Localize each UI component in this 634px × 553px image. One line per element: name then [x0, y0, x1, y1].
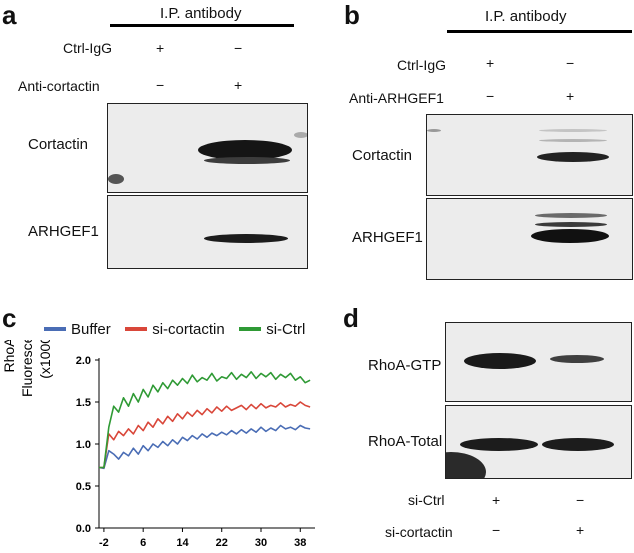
legend-si-cortactin-swatch	[125, 327, 148, 331]
y-tick-label: 1.5	[76, 397, 91, 409]
x-tick-label: 30	[255, 537, 267, 549]
panel-a-anti-cortactin-label: Anti-cortactin	[18, 78, 100, 94]
panel-b-blot2-label: ARHGEF1	[352, 229, 423, 246]
panel-d-rhoa-gtp-blot	[445, 322, 632, 402]
legend-si-ctrl-swatch	[239, 327, 262, 331]
panel-b-header-bar	[447, 30, 632, 33]
legend-si-cortactin: si-cortactin	[125, 321, 225, 338]
panel-d-blot1-label: RhoA-GTP	[368, 357, 442, 374]
cortactin-band	[537, 152, 609, 162]
x-tick-label: 38	[294, 537, 306, 549]
legend-buffer: Buffer	[44, 321, 111, 338]
legend-si-cortactin-label: si-cortactin	[152, 320, 225, 338]
y-axis-title: RhoA Fluorescence (x1000)	[1, 340, 53, 397]
panel-b-ctrl-igg-sign-1: +	[486, 55, 495, 71]
panel-b-anti-arhgef1-sign-2: +	[566, 88, 575, 104]
legend-si-ctrl: si-Ctrl	[239, 321, 305, 338]
faint-band	[539, 139, 607, 142]
y-tick-label: 2.0	[76, 355, 91, 367]
y-axis-title-line-2: Fluorescence	[19, 340, 35, 397]
panel-d-si-cortactin-sign-1: −	[492, 522, 501, 538]
y-axis-title-line-1: RhoA	[1, 340, 17, 373]
panel-d-blot2-label: RhoA-Total	[368, 433, 443, 450]
panel-b-anti-arhgef1-label: Anti-ARHGEF1	[349, 90, 444, 106]
fluorescence-chart: RhoA Fluorescence (x1000) 0.0 0.5 1.0 1.5 2.…	[1, 340, 315, 549]
x-tick-label: 14	[176, 537, 189, 549]
panel-d-si-ctrl-label: si-Ctrl	[408, 492, 445, 508]
panel-c-letter: c	[2, 303, 17, 333]
faint-band	[535, 213, 607, 218]
arhgef1-band	[204, 234, 288, 243]
panel-a-anti-cortactin-sign-1: −	[156, 77, 165, 93]
panel-b-anti-arhgef1-sign-1: −	[486, 88, 495, 104]
panel-b-blot1-label: Cortactin	[352, 147, 413, 164]
y-tick-label: 0.0	[76, 523, 91, 535]
panel-b-header: I.P. antibody	[485, 8, 567, 25]
faint-band	[535, 222, 607, 227]
panel-d-si-cortactin-label: si-cortactin	[385, 524, 453, 540]
panel-a-ctrl-igg-label: Ctrl-IgG	[63, 40, 112, 56]
legend-buffer-swatch	[44, 327, 66, 331]
panel-a-header-bar	[110, 24, 294, 27]
panel-b-ctrl-igg-label: Ctrl-IgG	[397, 57, 446, 73]
rhoa-gtp-band	[550, 355, 604, 363]
x-tick-label: 6	[140, 537, 146, 549]
faint-band	[539, 129, 607, 132]
series-line-buffer	[98, 424, 311, 470]
y-axis-title-line-3: (x1000)	[37, 340, 53, 379]
legend-buffer-label: Buffer	[71, 320, 111, 338]
panel-a-cortactin-blot	[107, 103, 308, 193]
panel-a-arhgef1-blot	[107, 195, 308, 269]
panel-d-si-ctrl-sign-1: +	[492, 492, 501, 508]
chart-legend: Buffer si-cortactin si-Ctrl	[44, 318, 315, 338]
arhgef1-band	[531, 229, 609, 243]
panel-b-letter: b	[344, 0, 360, 30]
legend-si-ctrl-label: si-Ctrl	[266, 320, 306, 338]
panel-b-arhgef1-blot	[426, 198, 633, 280]
panel-a-ctrl-igg-sign-1: +	[156, 40, 165, 56]
panel-a-ctrl-igg-sign-2: −	[234, 40, 243, 56]
blot-artifact	[294, 132, 307, 138]
cortactin-band	[198, 140, 292, 160]
panel-d-letter: d	[343, 303, 359, 333]
panel-a-blot2-label: ARHGEF1	[28, 223, 99, 240]
panel-d-si-cortactin-sign-2: +	[576, 522, 585, 538]
blot-artifact	[446, 452, 486, 478]
x-tick-label: -2	[99, 537, 109, 549]
panel-d-si-ctrl-sign-2: −	[576, 492, 585, 508]
panel-a-blot1-label: Cortactin	[28, 136, 89, 153]
panel-b-ctrl-igg-sign-2: −	[566, 55, 575, 71]
panel-d-rhoa-total-blot	[445, 405, 632, 479]
y-tick-label: 1.0	[76, 439, 91, 451]
blot-artifact	[427, 129, 441, 132]
blot-artifact	[108, 174, 124, 184]
panel-b-cortactin-blot	[426, 114, 633, 196]
rhoa-total-band	[460, 438, 538, 451]
panel-a-header: I.P. antibody	[160, 5, 242, 22]
panel-a-letter: a	[2, 0, 17, 30]
panel-a-anti-cortactin-sign-2: +	[234, 77, 243, 93]
x-tick-label: 22	[216, 537, 228, 549]
series-line-si-cortactin	[99, 401, 311, 469]
rhoa-gtp-band	[464, 353, 536, 369]
series-line-si-ctrl	[99, 370, 311, 469]
rhoa-total-band	[542, 438, 614, 451]
cortactin-band-lower	[204, 157, 290, 164]
y-tick-label: 0.5	[76, 481, 91, 493]
